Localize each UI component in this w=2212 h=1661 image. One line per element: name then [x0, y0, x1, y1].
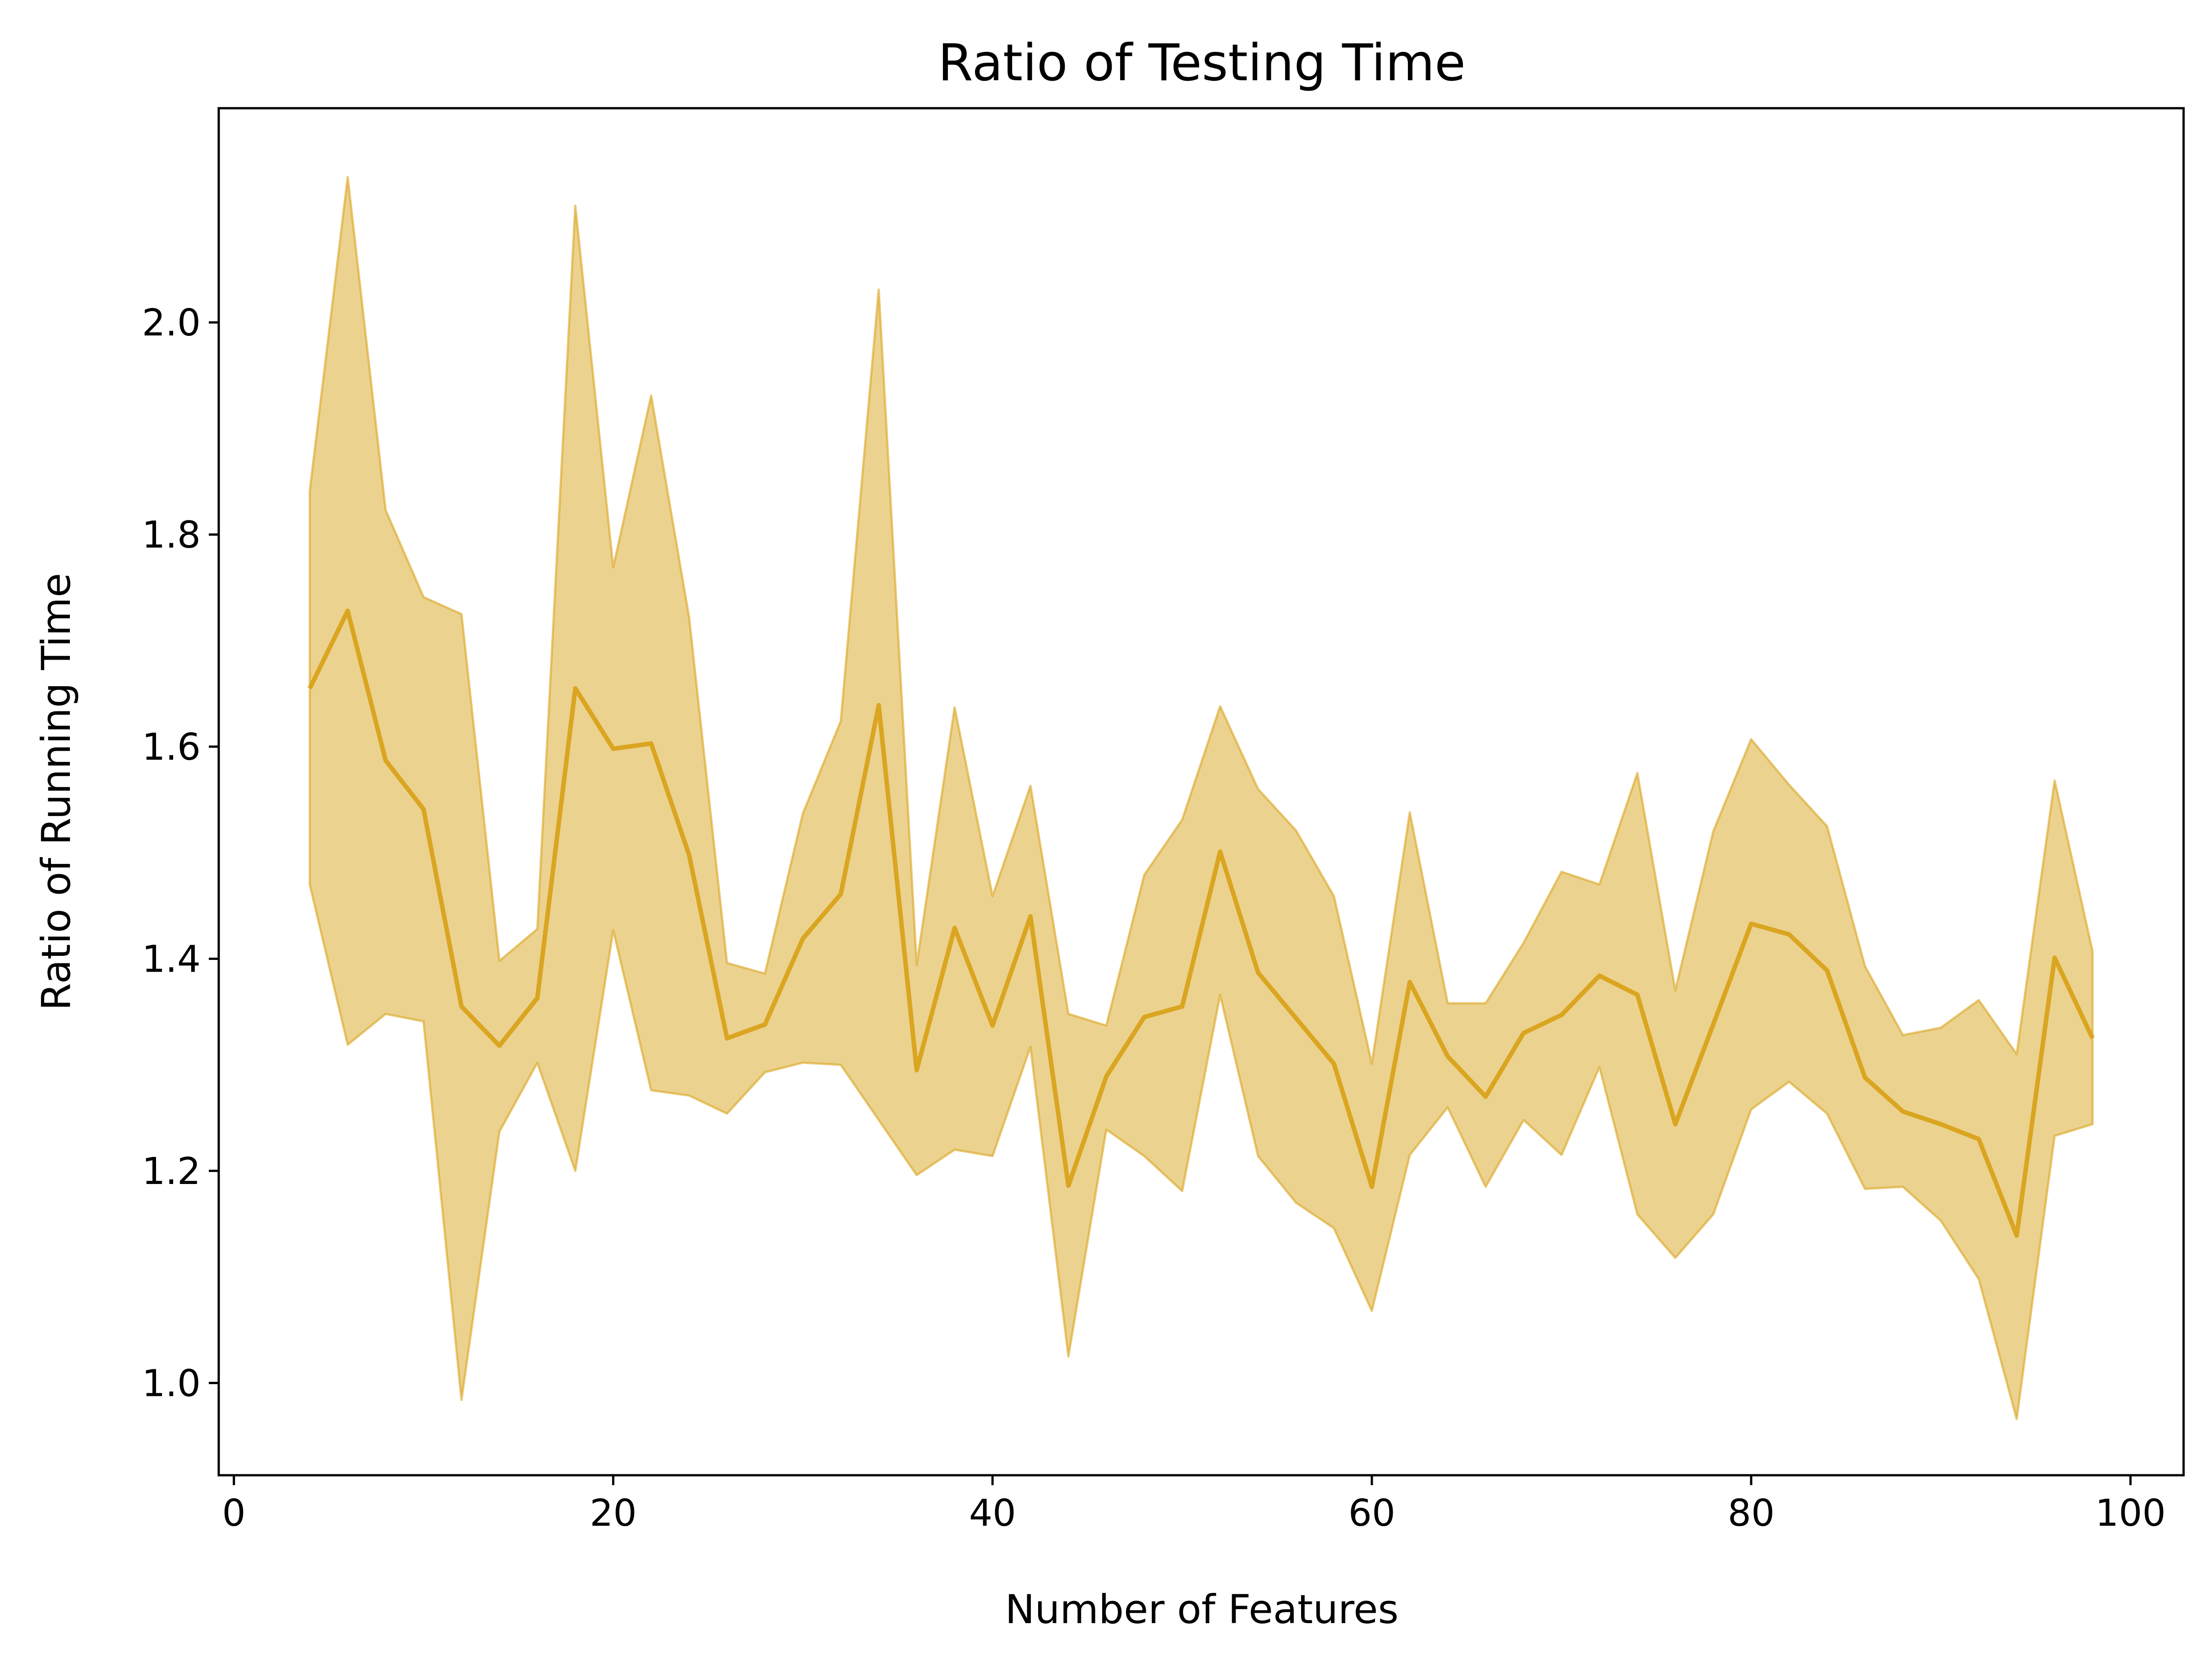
x-tick-label: 40 — [969, 1492, 1016, 1535]
mean-line — [308, 608, 2095, 1238]
confidence-band — [308, 176, 2094, 1420]
y-tick-label: 2.0 — [142, 302, 201, 344]
plot-frame — [217, 107, 2185, 1477]
y-tick-label: 1.8 — [142, 514, 201, 557]
y-tick-label: 1.2 — [142, 1150, 201, 1193]
x-tick-label: 20 — [590, 1492, 637, 1535]
x-tick-label: 80 — [1728, 1492, 1775, 1535]
y-axis-label: Ratio of Running Time — [33, 573, 79, 1011]
x-tick-label: 100 — [2095, 1492, 2166, 1535]
y-tick-label: 1.4 — [142, 938, 201, 981]
x-tick-label: 0 — [222, 1492, 246, 1535]
y-tick-label: 1.0 — [142, 1362, 201, 1405]
x-axis-label: Number of Features — [1005, 1586, 1399, 1633]
y-tick-label: 1.6 — [142, 726, 201, 769]
axes: 0 20 40 60 80 100 1.0 1.2 1.4 1.6 1.8 2.0 — [142, 302, 2166, 1535]
x-tick-label: 60 — [1348, 1492, 1395, 1535]
plot-area — [308, 176, 2095, 1420]
chart-title: Ratio of Testing Time — [938, 34, 1466, 92]
